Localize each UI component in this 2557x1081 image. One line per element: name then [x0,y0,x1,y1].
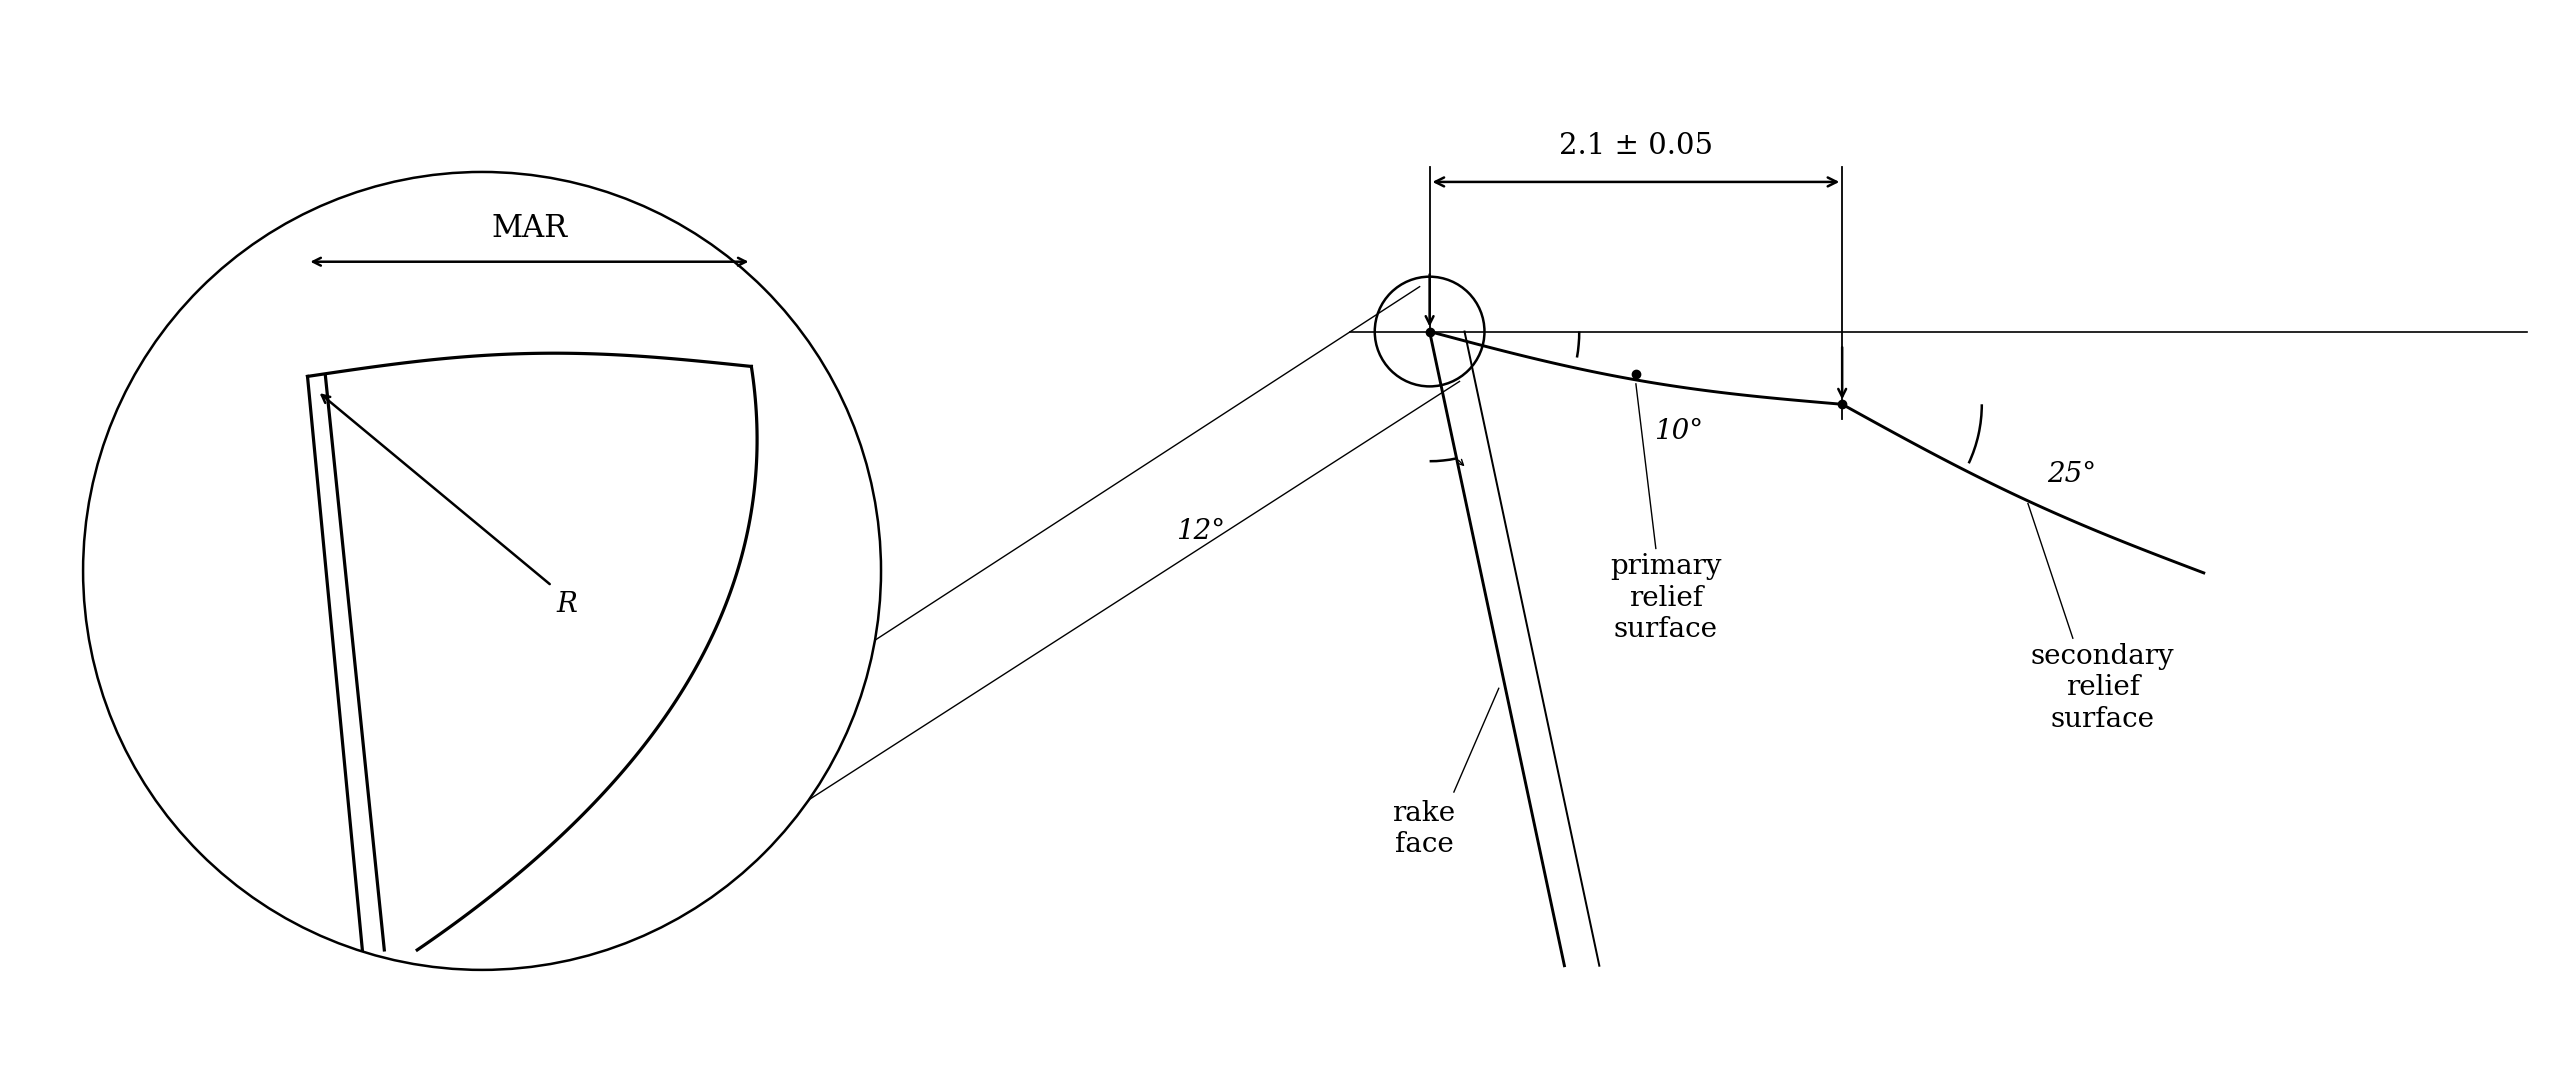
Text: 12°: 12° [1176,518,1225,545]
Text: 25°: 25° [2048,461,2097,488]
Text: 10°: 10° [1654,417,1703,444]
Text: R: R [557,591,578,618]
Text: primary
relief
surface: primary relief surface [1611,553,1721,643]
Text: 2.1 ± 0.05: 2.1 ± 0.05 [1560,132,1713,160]
Text: secondary
relief
surface: secondary relief surface [2030,643,2173,733]
Text: rake
face: rake face [1394,800,1455,858]
Text: MAR: MAR [491,213,568,243]
